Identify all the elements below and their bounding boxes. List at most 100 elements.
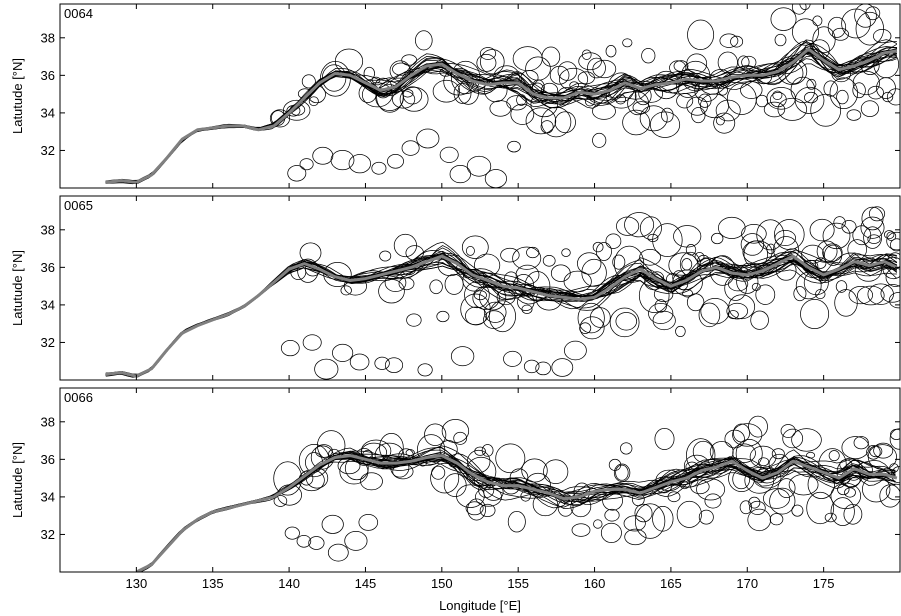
eddy-ring [506, 95, 528, 111]
eddy-ring [853, 436, 869, 450]
y-tick-label: 34 [41, 105, 55, 120]
eddy-ring [829, 77, 858, 109]
eddy-ring [717, 51, 738, 74]
eddy-ring [614, 245, 645, 282]
eddy-ring [390, 457, 410, 478]
eddy-ring [389, 60, 411, 82]
y-axis-title-0065: Latutude [°N] [10, 250, 25, 326]
y-tick-label: 36 [41, 260, 55, 275]
detached-ring [439, 146, 459, 163]
eddy-ring [867, 444, 897, 470]
eddy-ring [337, 457, 361, 475]
detached-ring [302, 334, 322, 351]
eddy-ring [886, 231, 897, 241]
eddy-ring [827, 16, 847, 38]
eddy-ring [717, 84, 728, 96]
eddy-ring [379, 250, 392, 262]
eddy-ring [686, 53, 708, 74]
eddy-ring [453, 431, 468, 445]
eddy-ring [880, 284, 900, 303]
eddy-ring [694, 252, 705, 262]
eddy-ring [891, 466, 900, 484]
eddy-ring [755, 284, 776, 305]
eddy-ring [608, 458, 622, 471]
eddy-ring [873, 29, 892, 44]
eddy-ring [847, 239, 867, 260]
eddy-ring [525, 56, 551, 81]
eddy-ring [561, 248, 571, 257]
eddy-ring [517, 293, 535, 311]
eddy-ring [676, 500, 702, 528]
eddy-ring [592, 132, 607, 148]
eddy-ring [615, 464, 629, 481]
eddy-ring [704, 493, 722, 509]
eddy-ring [581, 258, 607, 287]
eddy-ring [713, 112, 736, 134]
eddy-ring [862, 476, 891, 503]
eddy-ring [595, 242, 612, 261]
eddy-ring [615, 94, 626, 105]
eddy-ring [749, 500, 766, 515]
detached-ring [371, 161, 387, 175]
eddy-ring [724, 429, 745, 449]
detached-ring [483, 310, 505, 329]
eddy-ring [889, 428, 900, 450]
eddy-ring [771, 448, 785, 460]
axis-ticks-0065: 32 34 36 38 [41, 196, 900, 380]
eddy-ring [323, 262, 352, 287]
eddy-ring [681, 258, 693, 271]
eddy-ring [756, 219, 785, 251]
eddy-ring [700, 93, 729, 119]
eddy-ring [653, 286, 674, 302]
eddy-ring [521, 458, 548, 483]
eddy-ring [828, 450, 840, 462]
eddy-ring [794, 86, 825, 114]
eddy-ring [384, 273, 407, 292]
eddy-ring [634, 503, 666, 539]
eddy-ring [801, 244, 825, 264]
eddy-ring [791, 4, 807, 15]
mean-path-line [135, 454, 898, 572]
eddy-ring [602, 491, 623, 511]
eddy-ring [512, 246, 542, 270]
eddy-ring [476, 54, 497, 72]
eddy-ring [793, 286, 807, 302]
y-axis-title-0064: Latutude [°N] [10, 58, 25, 134]
eddy-ring [579, 322, 592, 334]
eddy-ring [308, 96, 319, 107]
eddy-ring [711, 232, 724, 245]
eddy-ring [286, 105, 301, 117]
panel-id-0064: 0064 [64, 6, 93, 21]
eddy-ring [483, 301, 507, 323]
eddy-ring [806, 491, 835, 525]
eddy-ring [741, 224, 767, 244]
mean-path-line [105, 47, 898, 184]
eddy-ring [550, 264, 571, 282]
eddy-ring [692, 440, 714, 463]
eddy-ring [461, 235, 489, 259]
detached-ring [503, 350, 522, 367]
eddy-ring [269, 109, 291, 128]
eddy-ring [885, 483, 900, 501]
eddy-ring [879, 484, 900, 508]
mean-path-layer-0066 [135, 454, 898, 572]
eddy-ring [676, 73, 700, 98]
eddy-ring [520, 491, 531, 502]
eddy-ring [774, 33, 787, 47]
eddy-ring [748, 496, 761, 509]
eddy-ring [464, 281, 490, 309]
eddy-ring [624, 528, 647, 546]
eddy-ring [886, 88, 900, 106]
eddy-ring [374, 442, 405, 469]
y-tick-label: 38 [41, 30, 55, 45]
eddy-ring [577, 252, 602, 275]
eddy-ring [814, 257, 827, 269]
eddy-ring [718, 216, 746, 239]
eddy-ring [806, 451, 816, 459]
eddy-ring [833, 216, 846, 229]
detached-ring [523, 359, 540, 374]
eddy-ring [890, 238, 900, 252]
x-tick-label: 160 [584, 576, 606, 591]
eddy-ring [668, 252, 699, 278]
eddy-ring [652, 223, 683, 257]
